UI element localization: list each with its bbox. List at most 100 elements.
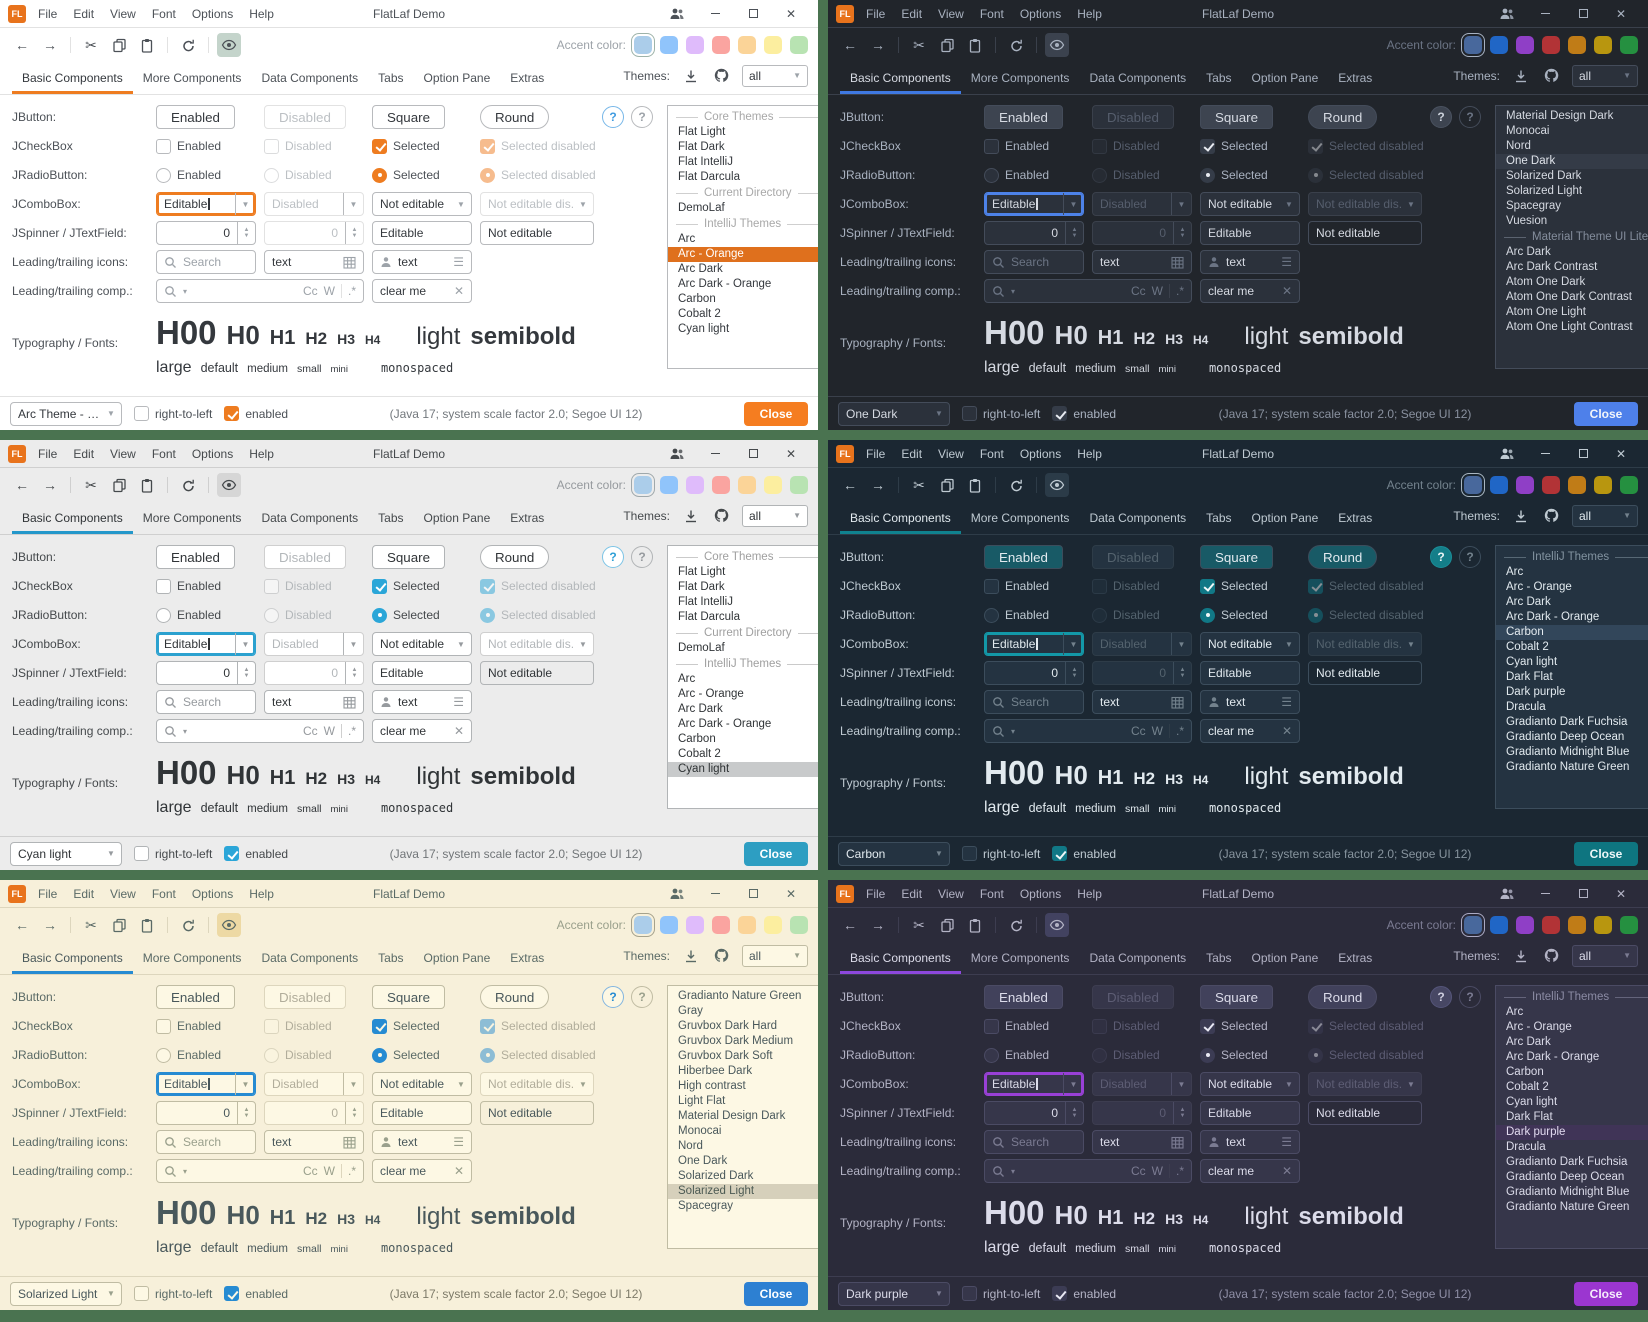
spinner-arrows[interactable]: ▲ ▼ bbox=[1065, 1102, 1083, 1124]
cut-icon[interactable]: ✂ bbox=[85, 916, 97, 933]
clear-me-field[interactable]: clear me ✕ bbox=[372, 719, 472, 743]
accent-swatch-7[interactable] bbox=[790, 36, 808, 54]
theme-item-monocai[interactable]: Monocai bbox=[1506, 125, 1550, 137]
tab-basic-components[interactable]: Basic Components bbox=[840, 62, 961, 94]
menu-help[interactable]: Help bbox=[1077, 446, 1102, 461]
download-icon[interactable] bbox=[682, 947, 700, 965]
enabled-checkbox[interactable]: enabled bbox=[1052, 1286, 1116, 1301]
tab-data-components[interactable]: Data Components bbox=[261, 511, 359, 525]
theme-item-dark-purple[interactable]: Dark purple bbox=[1506, 686, 1566, 698]
themes-filter-combo[interactable]: all ▼ bbox=[1572, 64, 1638, 87]
text-field-person[interactable]: text ☰ bbox=[372, 250, 472, 274]
theme-item-atom-one-dark[interactable]: Atom One Dark bbox=[1506, 276, 1586, 288]
close-button[interactable]: Close bbox=[744, 841, 808, 866]
accent-swatch-4[interactable] bbox=[1542, 476, 1560, 494]
chevron-down-icon[interactable]: ▼ bbox=[235, 1073, 255, 1095]
menu-file[interactable]: File bbox=[866, 6, 886, 21]
regex-toggle[interactable]: .* bbox=[1175, 724, 1184, 738]
combobox-editable[interactable]: Editable ▼ bbox=[156, 632, 256, 656]
spinner-arrows[interactable]: ▲ ▼ bbox=[237, 222, 255, 244]
help-button-secondary[interactable]: ? bbox=[1459, 986, 1481, 1008]
help-button[interactable]: ? bbox=[602, 106, 624, 128]
cut-icon[interactable]: ✂ bbox=[85, 476, 97, 493]
search-field[interactable]: Search bbox=[984, 690, 1084, 714]
round-button[interactable]: Round bbox=[480, 985, 550, 1009]
combobox-not-editable[interactable]: Not editable ▼ bbox=[372, 1072, 472, 1096]
theme-item-arc-dark[interactable]: Arc Dark bbox=[678, 703, 723, 715]
paste-icon[interactable] bbox=[963, 473, 987, 497]
help-button[interactable]: ? bbox=[1430, 986, 1452, 1008]
minimize-button[interactable] bbox=[1526, 881, 1564, 907]
theme-item-one-dark[interactable]: One Dark bbox=[1496, 154, 1648, 169]
right-to-left-checkbox[interactable]: right-to-left bbox=[962, 846, 1040, 861]
themes-filter-combo[interactable]: all ▼ bbox=[742, 504, 808, 527]
maximize-button[interactable] bbox=[734, 441, 772, 467]
menu-file[interactable]: File bbox=[38, 886, 58, 901]
close-window-button[interactable]: ✕ bbox=[1615, 446, 1627, 461]
menu-font[interactable]: Font bbox=[979, 446, 1004, 461]
minimize-button[interactable] bbox=[696, 881, 734, 907]
cut-icon[interactable]: ✂ bbox=[85, 36, 97, 53]
search-field[interactable]: Search bbox=[156, 250, 256, 274]
accent-swatch-7[interactable] bbox=[1620, 476, 1638, 494]
clear-icon[interactable]: ✕ bbox=[453, 1164, 464, 1178]
accent-swatch-7[interactable] bbox=[1620, 916, 1638, 934]
refresh-icon[interactable] bbox=[176, 913, 200, 937]
search-options-field[interactable]: ▾ Cc W .* bbox=[156, 1159, 364, 1183]
help-button-secondary[interactable]: ? bbox=[631, 106, 653, 128]
theme-item-carbon[interactable]: Carbon bbox=[678, 733, 716, 745]
combobox-not-editable[interactable]: Not editable ▼ bbox=[1200, 192, 1300, 216]
tab-data-components[interactable]: Data Components bbox=[1089, 951, 1187, 965]
accent-swatch-4[interactable] bbox=[1542, 916, 1560, 934]
menu-view[interactable]: View bbox=[110, 6, 136, 21]
chevron-down-icon[interactable]: ▼ bbox=[1063, 1073, 1083, 1095]
spinner-arrows[interactable]: ▲ ▼ bbox=[237, 662, 255, 684]
theme-item-arc-dark-orange[interactable]: Arc Dark - Orange bbox=[678, 278, 772, 290]
radio-selected[interactable]: Selected bbox=[1200, 167, 1300, 183]
search-field[interactable]: Search bbox=[984, 1130, 1084, 1154]
checkbox-enabled[interactable]: Enabled bbox=[984, 1018, 1084, 1034]
accent-swatch-1[interactable] bbox=[631, 473, 655, 497]
close-window-button[interactable]: ✕ bbox=[1615, 886, 1627, 901]
checkbox-selected[interactable]: Selected bbox=[372, 138, 472, 154]
menu-options[interactable]: Options bbox=[1019, 6, 1062, 21]
theme-selector-combo[interactable]: Cyan light ▼ bbox=[10, 841, 122, 866]
match-case-toggle[interactable]: Cc bbox=[1130, 284, 1146, 298]
copy-icon[interactable] bbox=[935, 913, 959, 937]
theme-item-cobalt-2[interactable]: Cobalt 2 bbox=[1506, 641, 1549, 653]
radio-selected[interactable]: Selected bbox=[1200, 607, 1300, 623]
spinner[interactable]: 0 ▲ ▼ bbox=[156, 661, 256, 685]
tab-basic-components[interactable]: Basic Components bbox=[12, 502, 133, 534]
tab-data-components[interactable]: Data Components bbox=[1089, 71, 1187, 85]
match-case-toggle[interactable]: Cc bbox=[302, 284, 318, 298]
copy-icon[interactable] bbox=[935, 33, 959, 57]
close-window-button[interactable]: ✕ bbox=[785, 6, 797, 21]
theme-item-spacegray[interactable]: Spacegray bbox=[1506, 200, 1561, 212]
theme-item-gradianto-midnight-blue[interactable]: Gradianto Midnight Blue bbox=[1506, 1186, 1630, 1198]
tab-more-components[interactable]: More Components bbox=[142, 71, 242, 85]
round-button[interactable]: Round bbox=[1308, 545, 1378, 569]
clear-icon[interactable]: ✕ bbox=[1281, 284, 1292, 298]
eye-icon[interactable] bbox=[1045, 473, 1069, 497]
checkbox-selected[interactable]: Selected bbox=[1200, 1018, 1300, 1034]
enabled-button[interactable]: Enabled bbox=[156, 985, 235, 1009]
close-button[interactable]: Close bbox=[1574, 401, 1638, 426]
menu-font[interactable]: Font bbox=[151, 886, 176, 901]
download-icon[interactable] bbox=[1512, 67, 1530, 85]
chevron-down-icon[interactable]: ▼ bbox=[235, 193, 255, 215]
theme-selector-combo[interactable]: One Dark ▼ bbox=[838, 401, 950, 426]
tab-more-components[interactable]: More Components bbox=[970, 71, 1070, 85]
tab-extras[interactable]: Extras bbox=[510, 71, 545, 85]
clear-me-field[interactable]: clear me ✕ bbox=[372, 1159, 472, 1183]
tab-option-pane[interactable]: Option Pane bbox=[1251, 511, 1319, 525]
menu-file[interactable]: File bbox=[38, 6, 58, 21]
theme-item-gruvbox-dark-soft[interactable]: Gruvbox Dark Soft bbox=[678, 1050, 773, 1062]
theme-item-cyan-light[interactable]: Cyan light bbox=[678, 323, 730, 335]
accent-swatch-1[interactable] bbox=[631, 33, 655, 57]
minimize-button[interactable] bbox=[696, 1, 734, 27]
radio-selected[interactable]: Selected bbox=[1200, 1047, 1300, 1063]
text-field-person[interactable]: text ☰ bbox=[1200, 690, 1300, 714]
cut-icon[interactable]: ✂ bbox=[913, 916, 925, 933]
theme-item-arc-orange[interactable]: Arc - Orange bbox=[1506, 1021, 1572, 1033]
right-to-left-checkbox[interactable]: right-to-left bbox=[134, 406, 212, 421]
